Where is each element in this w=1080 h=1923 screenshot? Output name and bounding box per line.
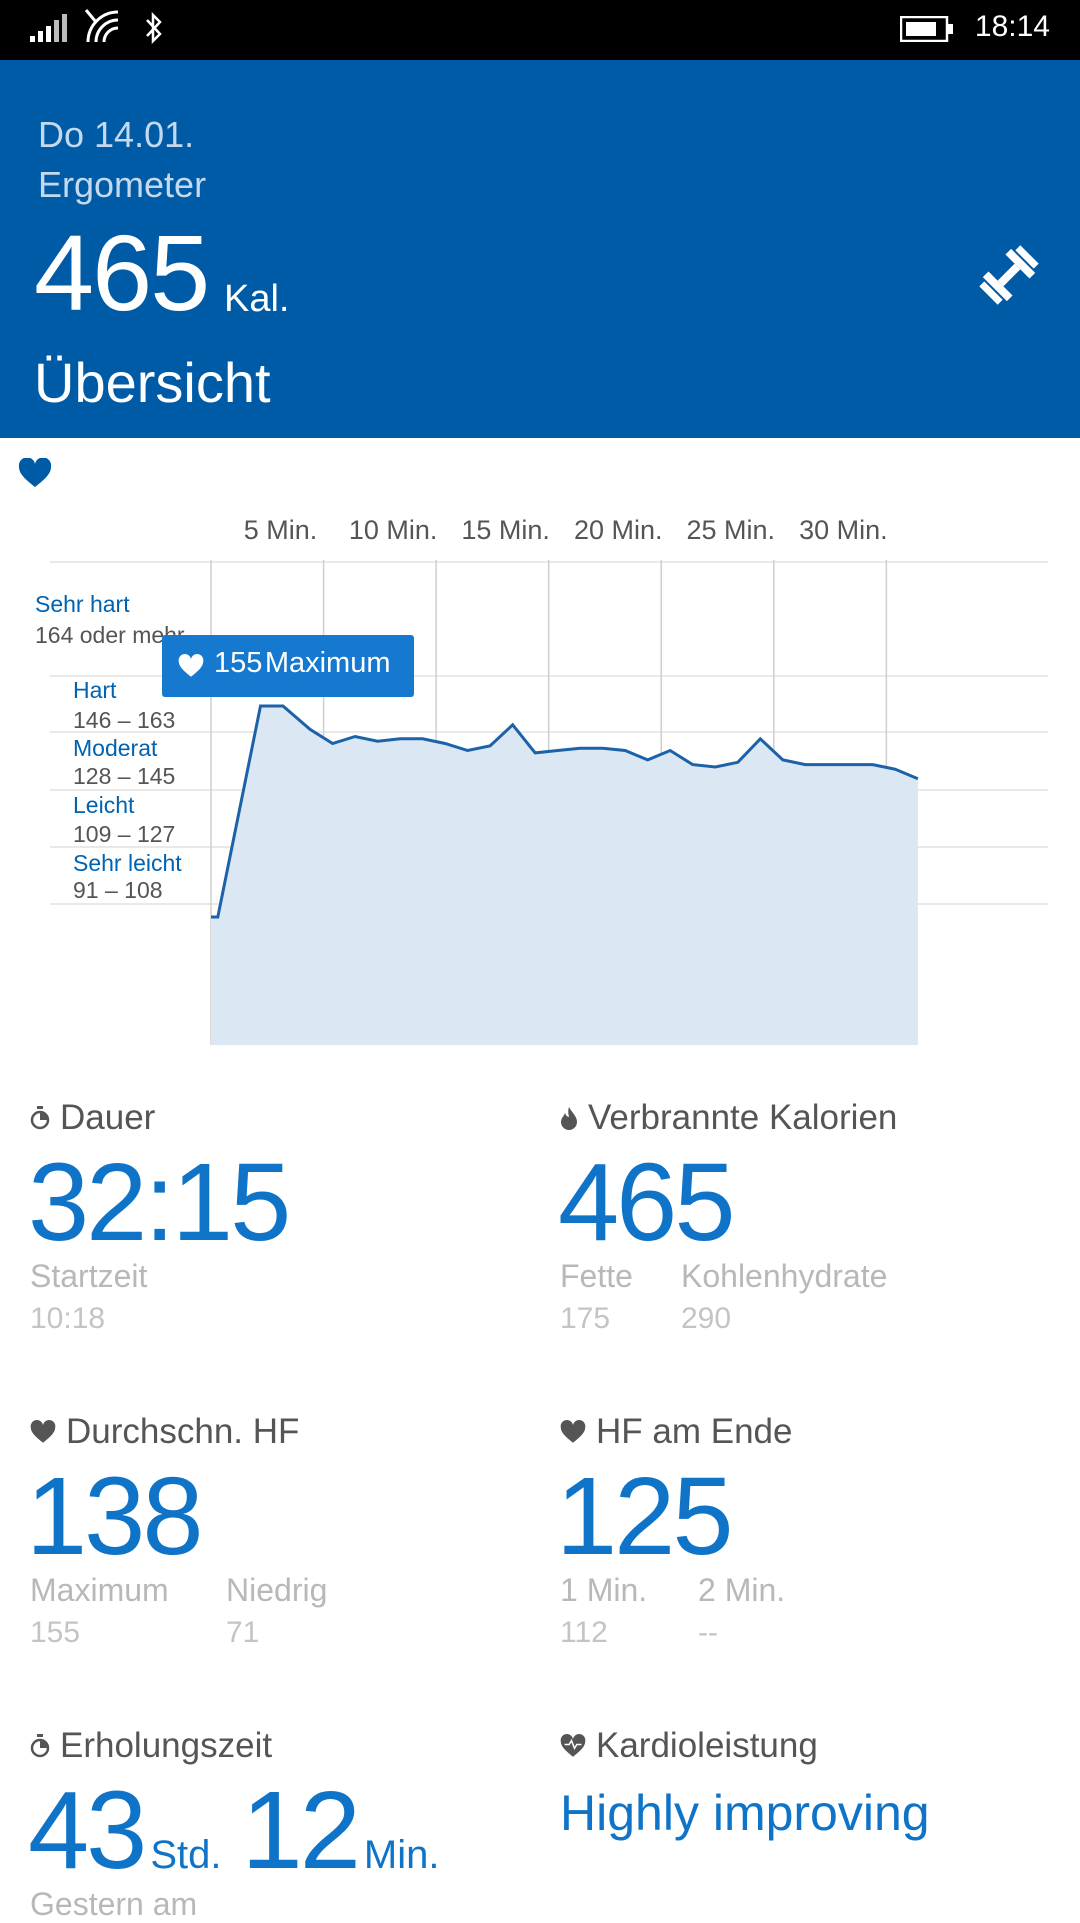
bluetooth-icon bbox=[146, 12, 162, 44]
hr-1min-value: 112 bbox=[560, 1616, 608, 1649]
stopwatch-icon bbox=[30, 1106, 50, 1130]
heart-icon bbox=[560, 1420, 586, 1443]
max-hr-label: Maximum bbox=[30, 1572, 169, 1608]
x-tick-label: 10 Min. bbox=[349, 515, 438, 545]
section-title: Übersicht bbox=[34, 351, 271, 414]
recovery-title: Erholungszeit bbox=[30, 1726, 272, 1766]
recovery-sub-label: Gestern am bbox=[30, 1886, 198, 1922]
heart-rate-icon bbox=[18, 458, 52, 487]
zone-range: 128 – 145 bbox=[73, 763, 175, 789]
cardio-stat: Kardioleistung bbox=[560, 1726, 818, 1766]
calories-unit: Kal. bbox=[224, 278, 290, 320]
heart-rate-area bbox=[211, 706, 918, 1045]
x-tick-label: 15 Min. bbox=[461, 515, 550, 545]
tooltip-label: Maximum bbox=[264, 647, 391, 679]
start-time-label: Startzeit bbox=[30, 1258, 148, 1294]
zone-labels: Sehr hart 164 oder mehr Hart 146 – 163Moder… bbox=[35, 591, 185, 903]
status-bar: 18:14 bbox=[0, 0, 1080, 60]
heart-rate-chart: 5 Min. 10 Min. 15 Min. 20 Min. 25 Min. 30 Min… bbox=[35, 515, 1048, 1045]
carbs-label: Kohlenhydrate bbox=[681, 1258, 888, 1294]
recovery-value: 43 Std. 12 Min. bbox=[28, 1776, 439, 1886]
wifi-icon bbox=[84, 9, 119, 43]
zone-range: 146 – 163 bbox=[73, 707, 175, 733]
activity-name: Ergometer bbox=[38, 164, 207, 205]
tooltip-value: 155 bbox=[214, 647, 263, 679]
zone-name: Moderat bbox=[73, 735, 158, 761]
heart-icon bbox=[30, 1420, 56, 1443]
avg-hr-title: Durchschn. HF bbox=[30, 1412, 299, 1452]
zone-range: 164 oder mehr bbox=[35, 622, 185, 648]
signal-icon bbox=[30, 14, 67, 42]
x-tick-label: 25 Min. bbox=[687, 515, 776, 545]
end-hr-value: 125 bbox=[556, 1455, 734, 1578]
low-hr-label: Niedrig bbox=[226, 1572, 328, 1608]
duration-title: Dauer bbox=[30, 1098, 155, 1138]
heart-pulse-icon bbox=[560, 1734, 586, 1757]
end-hr-title: HF am Ende bbox=[560, 1412, 792, 1452]
recovery-hours-unit: Std. bbox=[150, 1833, 222, 1877]
calories-burned-value: 465 bbox=[558, 1141, 736, 1264]
hr-2min-value: -- bbox=[698, 1616, 718, 1649]
heart-icon bbox=[178, 654, 204, 677]
battery-icon bbox=[900, 16, 953, 42]
dumbbell-icon bbox=[979, 245, 1039, 305]
flame-icon bbox=[561, 1107, 577, 1130]
duration-value: 32:15 bbox=[28, 1141, 291, 1264]
zone-range: 91 – 108 bbox=[73, 877, 163, 903]
x-tick-label: 5 Min. bbox=[244, 515, 318, 545]
zone-range: 109 – 127 bbox=[73, 821, 175, 847]
recovery-hours: 43 bbox=[28, 1769, 147, 1892]
fat-value: 175 bbox=[560, 1302, 611, 1335]
zone-name: Hart bbox=[73, 677, 117, 703]
low-hr-value: 71 bbox=[226, 1616, 260, 1649]
hr-1min-label: 1 Min. bbox=[560, 1572, 648, 1608]
calories-title: Verbrannte Kalorien bbox=[560, 1098, 897, 1138]
recovery-minutes: 12 bbox=[241, 1769, 361, 1892]
calories-stat: Verbrannte Kalorien bbox=[560, 1098, 897, 1138]
end-hr-stat: HF am Ende bbox=[560, 1412, 792, 1452]
recovery-stat: Erholungszeit bbox=[30, 1726, 272, 1766]
cardio-value: Highly improving bbox=[560, 1785, 930, 1841]
heart-rate-line bbox=[211, 704, 919, 919]
x-tick-label: 20 Min. bbox=[574, 515, 663, 545]
start-time-value: 10:18 bbox=[30, 1302, 106, 1335]
zone-name: Sehr leicht bbox=[73, 850, 182, 876]
calories-value: 465 bbox=[34, 212, 210, 333]
x-tick-label: 30 Min. bbox=[799, 515, 888, 545]
cardio-title: Kardioleistung bbox=[560, 1726, 818, 1766]
zone-name: Sehr hart bbox=[35, 591, 130, 617]
hr-2min-label: 2 Min. bbox=[698, 1572, 786, 1608]
carbs-value: 290 bbox=[681, 1302, 732, 1335]
tooltip-text: 155 Maximum bbox=[214, 647, 390, 680]
x-axis-ticks: 5 Min. 10 Min. 15 Min. 20 Min. 25 Min. 30 Min… bbox=[244, 515, 888, 545]
max-hr-value: 155 bbox=[30, 1616, 81, 1649]
max-heart-rate-tooltip: 155 Maximum bbox=[162, 635, 414, 697]
duration-stat: Dauer bbox=[30, 1098, 155, 1138]
clock: 18:14 bbox=[974, 10, 1050, 43]
avg-hr-value: 138 bbox=[26, 1455, 204, 1578]
zone-name: Leicht bbox=[73, 792, 135, 818]
fat-label: Fette bbox=[560, 1258, 633, 1294]
summary-header: Do 14.01. Ergometer 465 Kal. Übersicht bbox=[0, 60, 1080, 438]
workout-date: Do 14.01. bbox=[38, 114, 195, 155]
recovery-minutes-unit: Min. bbox=[363, 1833, 440, 1877]
stopwatch-icon bbox=[30, 1734, 50, 1758]
avg-hr-stat: Durchschn. HF bbox=[30, 1412, 299, 1452]
